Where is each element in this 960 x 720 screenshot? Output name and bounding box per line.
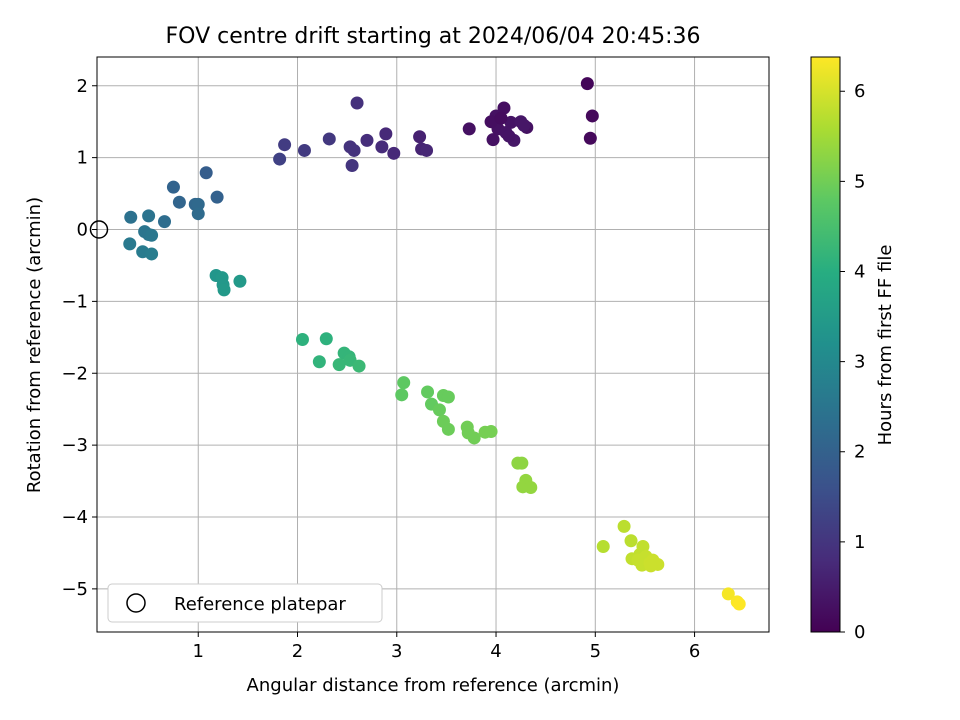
chart-title: FOV centre drift starting at 2024/06/04 … <box>166 24 701 49</box>
data-point <box>295 332 309 346</box>
colorbar-tick-label: 4 <box>854 261 865 282</box>
data-point <box>580 77 594 91</box>
data-point <box>624 534 638 548</box>
data-point <box>585 109 599 123</box>
data-point <box>583 131 597 145</box>
data-point <box>233 274 247 288</box>
data-point <box>350 96 364 110</box>
data-point <box>397 376 411 390</box>
data-point <box>191 197 205 211</box>
y-axis-label: Rotation from reference (arcmin) <box>24 197 45 493</box>
data-point <box>504 115 518 129</box>
y-tick-label: 0 <box>77 220 88 241</box>
y-tick-label: −3 <box>61 435 88 456</box>
data-point <box>360 133 374 147</box>
data-point <box>497 101 511 115</box>
data-point <box>395 388 409 402</box>
colorbar-tick-label: 3 <box>854 352 865 373</box>
data-point <box>379 127 393 141</box>
data-point <box>721 587 735 601</box>
data-point <box>217 283 231 297</box>
plot-frame <box>96 56 770 633</box>
data-point <box>524 481 538 495</box>
x-tick-label: 5 <box>590 641 601 662</box>
data-point <box>732 597 746 611</box>
x-tick-label: 1 <box>193 641 204 662</box>
data-point <box>345 159 359 173</box>
colorbar-label: Hours from first FF file <box>875 245 896 446</box>
data-point <box>413 130 427 144</box>
axes: 1 2 3 4 5 6 −5 −4 −3 −2 −1 0 1 2 <box>61 56 770 662</box>
data-point <box>166 180 180 194</box>
data-point <box>332 358 346 372</box>
data-point <box>142 209 156 223</box>
y-tick-label: −1 <box>61 291 88 312</box>
data-point <box>484 115 498 129</box>
data-point <box>191 207 205 221</box>
colorbar-tick-label: 0 <box>854 622 865 643</box>
data-point <box>347 143 361 157</box>
data-point <box>486 133 500 147</box>
data-point <box>421 385 435 399</box>
data-point <box>312 355 326 369</box>
data-point <box>278 138 292 152</box>
y-tick-label: −4 <box>61 507 88 528</box>
data-point <box>441 390 455 404</box>
x-tick-label: 4 <box>490 641 501 662</box>
data-point <box>644 559 658 573</box>
data-point <box>210 190 224 204</box>
colorbar <box>810 56 841 633</box>
x-axis-label: Angular distance from reference (arcmin) <box>247 675 620 696</box>
data-point <box>352 359 366 373</box>
reference-platepar-marker <box>89 220 109 239</box>
data-point <box>617 519 631 533</box>
legend-marker-reference <box>126 593 146 613</box>
data-point <box>199 166 213 180</box>
data-point <box>145 228 159 242</box>
colorbar-tick-label: 5 <box>854 171 865 192</box>
legend-box <box>107 583 383 623</box>
data-point <box>462 122 476 136</box>
data-point <box>596 539 610 553</box>
y-tick-label: 1 <box>77 148 88 169</box>
data-points <box>89 77 746 611</box>
colorbar-ticks: 0 1 2 3 4 5 6 <box>840 81 865 643</box>
data-point <box>484 424 498 438</box>
data-point <box>273 152 287 166</box>
data-point <box>319 332 333 346</box>
data-point <box>517 118 531 132</box>
data-point <box>515 456 529 470</box>
y-tick-label: 2 <box>77 76 88 97</box>
x-tick-label: 6 <box>689 641 700 662</box>
data-point <box>123 237 137 251</box>
legend-label-reference: Reference platepar <box>174 594 346 615</box>
data-point <box>297 143 311 157</box>
data-point <box>502 129 516 143</box>
x-tick-label: 3 <box>391 641 402 662</box>
grid-lines <box>97 57 769 632</box>
colorbar-tick-label: 1 <box>854 532 865 553</box>
data-point <box>375 140 389 154</box>
data-point <box>145 247 159 261</box>
data-point <box>157 215 171 229</box>
data-point <box>467 431 481 445</box>
data-point <box>420 143 434 157</box>
data-point <box>387 146 401 160</box>
colorbar-tick-label: 2 <box>854 442 865 463</box>
y-tick-label: −5 <box>61 579 88 600</box>
y-tick-label: −2 <box>61 363 88 384</box>
data-point <box>172 195 186 209</box>
data-point <box>322 132 336 146</box>
data-point <box>432 403 446 417</box>
legend: Reference platepar <box>107 583 383 623</box>
data-point <box>441 422 455 436</box>
data-point <box>124 210 138 224</box>
data-point <box>494 111 508 125</box>
x-tick-label: 2 <box>292 641 303 662</box>
colorbar-tick-label: 6 <box>854 81 865 102</box>
